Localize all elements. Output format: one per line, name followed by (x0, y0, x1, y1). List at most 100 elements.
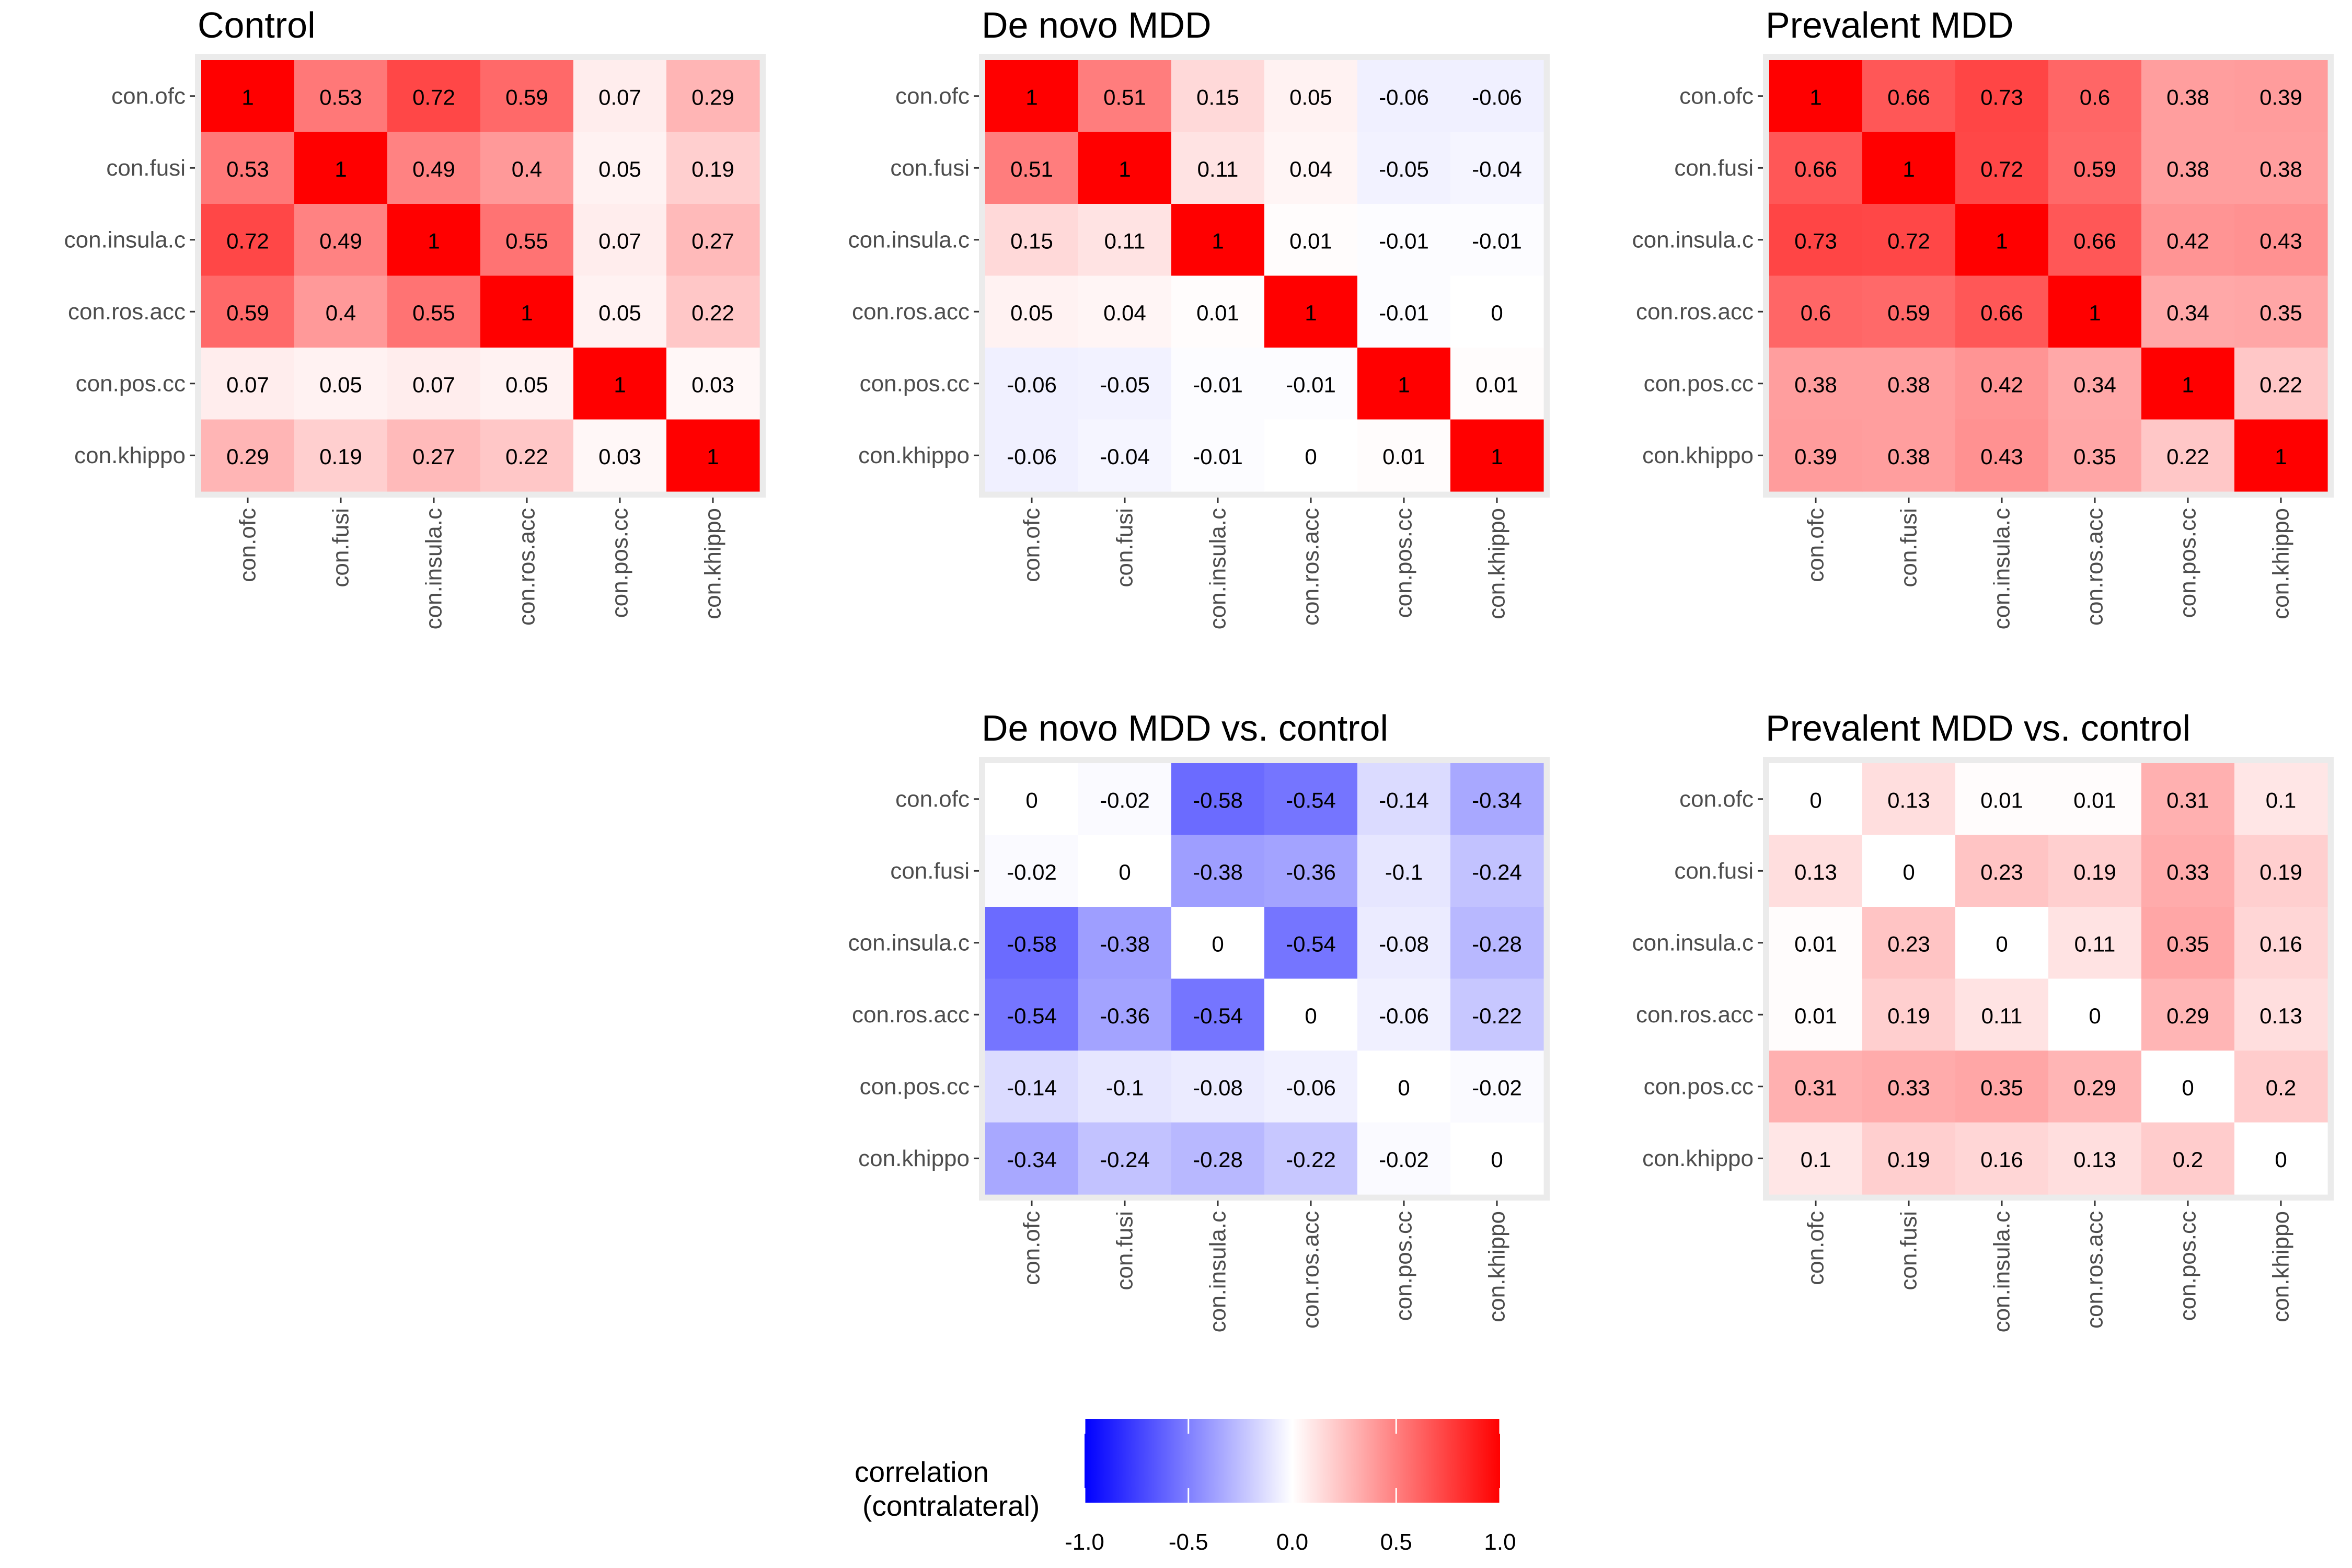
cell-value-label: 0.66 (2073, 228, 2116, 253)
cell-value-label: 0.03 (598, 444, 641, 469)
x-tick-label: con.khippo (2268, 1211, 2294, 1322)
cell-value-label: 0.73 (1980, 85, 2023, 109)
heatmap-cell (294, 348, 388, 420)
heatmap-cell (1450, 132, 1544, 204)
cell-value-label: 1 (707, 444, 719, 469)
heatmap-cell (985, 60, 1079, 133)
cell-value-label: 0.01 (1794, 931, 1837, 956)
heatmap-cell (2234, 348, 2328, 420)
legend-tick-label: 0.0 (1276, 1529, 1308, 1555)
heatmap-cell (1450, 763, 1544, 836)
x-tick-label: con.insula.c (421, 508, 447, 629)
heatmap-cell (1264, 835, 1358, 907)
cell-value-label: 0.72 (1887, 228, 1930, 253)
heatmap-cell (2048, 1122, 2142, 1195)
cell-value-label: 0.01 (1382, 444, 1425, 469)
cell-value-label: -0.06 (1379, 85, 1429, 109)
cell-value-label: 1 (2089, 301, 2101, 325)
x-tick-label: con.ros.acc (2082, 1211, 2108, 1329)
cell-value-label: -0.1 (1106, 1075, 1144, 1100)
heatmap-cell (201, 60, 295, 133)
heatmap-cell (1357, 275, 1451, 348)
heatmap-cell (1171, 907, 1265, 979)
heatmap-cell (1078, 419, 1172, 492)
cell-value-label: -0.36 (1286, 860, 1336, 884)
cell-value-label: 0.05 (1010, 301, 1053, 325)
heatmap-cell (1862, 204, 1956, 276)
cell-value-label: 0.38 (1794, 372, 1837, 397)
heatmap-cell (1171, 275, 1265, 348)
heatmap-cell (1862, 978, 1956, 1051)
heatmap-cell (1264, 419, 1358, 492)
heatmap-cell (387, 204, 481, 276)
heatmap-cell (2141, 1051, 2235, 1123)
heatmap-cell (201, 348, 295, 420)
x-tick-label: con.ros.acc (1298, 508, 1324, 626)
heatmap-cell (480, 60, 574, 133)
cell-value-label: 0.38 (1887, 372, 1930, 397)
cell-value-label: 0 (1996, 931, 2008, 956)
heatmap-cell (666, 132, 760, 204)
cell-value-label: 0.39 (1794, 444, 1837, 469)
heatmap-cell (1955, 907, 2049, 979)
heatmap-cell (1769, 978, 1863, 1051)
cell-value-label: -0.06 (1472, 85, 1522, 109)
heatmap-cell (480, 419, 574, 492)
cell-value-label: -0.38 (1193, 860, 1243, 884)
cell-value-label: 0.4 (326, 301, 356, 325)
heatmap-cell (1955, 275, 2049, 348)
heatmap-cell (1357, 132, 1451, 204)
legend-title-line2: (contralateral) (862, 1490, 1040, 1522)
heatmap-cell (2234, 1122, 2328, 1195)
heatmap-cell (1357, 204, 1451, 276)
cell-value-label: 0.73 (1794, 228, 1837, 253)
heatmap-cell (2234, 978, 2328, 1051)
heatmap-cell (2234, 835, 2328, 907)
heatmap-cell (1769, 275, 1863, 348)
cell-value-label: 0.07 (598, 85, 641, 109)
cell-value-label: 1 (428, 228, 440, 253)
heatmap-cell (1171, 1122, 1265, 1195)
heatmap-cell (1769, 204, 1863, 276)
x-tick-label: con.ros.acc (1298, 1211, 1324, 1329)
cell-value-label: 0.53 (319, 85, 362, 109)
cell-value-label: -0.02 (1472, 1075, 1522, 1100)
heatmap-cell (666, 60, 760, 133)
cell-value-label: 0.16 (1980, 1147, 2023, 1172)
cell-value-label: 0.66 (1887, 85, 1930, 109)
cell-value-label: 0.23 (1980, 860, 2023, 884)
heatmap-cell (2048, 419, 2142, 492)
cell-value-label: 0.13 (2259, 1004, 2302, 1028)
cell-value-label: -0.06 (1379, 1004, 1429, 1028)
cell-value-label: 0.27 (412, 444, 455, 469)
heatmap-cell (1078, 60, 1172, 133)
heatmap-cell (387, 275, 481, 348)
cell-value-label: 0.22 (2259, 372, 2302, 397)
cell-value-label: 1 (241, 85, 253, 109)
cell-value-label: 0.35 (1980, 1075, 2023, 1100)
heatmap-cell (1078, 763, 1172, 836)
cell-value-label: 0.05 (319, 372, 362, 397)
color-legend: correlation (contralateral) -1.0 -0.5 0.0 0… (855, 1419, 1516, 1555)
cell-value-label: 0.31 (2166, 788, 2209, 812)
cell-value-label: 0 (2182, 1075, 2194, 1100)
cell-value-label: 0.01 (1794, 1004, 1837, 1028)
heatmap-cell (387, 132, 481, 204)
cell-value-label: -0.28 (1472, 931, 1522, 956)
heatmap-cell (1769, 1122, 1863, 1195)
cell-value-label: 0.55 (412, 301, 455, 325)
cell-value-label: 0 (1491, 1147, 1503, 1172)
cell-value-label: 0.22 (691, 301, 734, 325)
x-tick-label: con.insula.c (1989, 508, 2015, 629)
cell-value-label: 0.6 (2080, 85, 2110, 109)
heatmap-cell (2141, 907, 2235, 979)
cell-value-label: 1 (1996, 228, 2008, 253)
cell-value-label: -0.06 (1286, 1075, 1336, 1100)
heatmap-cell (1450, 1051, 1544, 1123)
cell-value-label: 0.01 (1196, 301, 1239, 325)
heatmap-cell (2048, 978, 2142, 1051)
heatmap-cell (573, 132, 667, 204)
cell-value-label: 1 (2275, 444, 2287, 469)
cell-value-label: 0.55 (505, 228, 548, 253)
